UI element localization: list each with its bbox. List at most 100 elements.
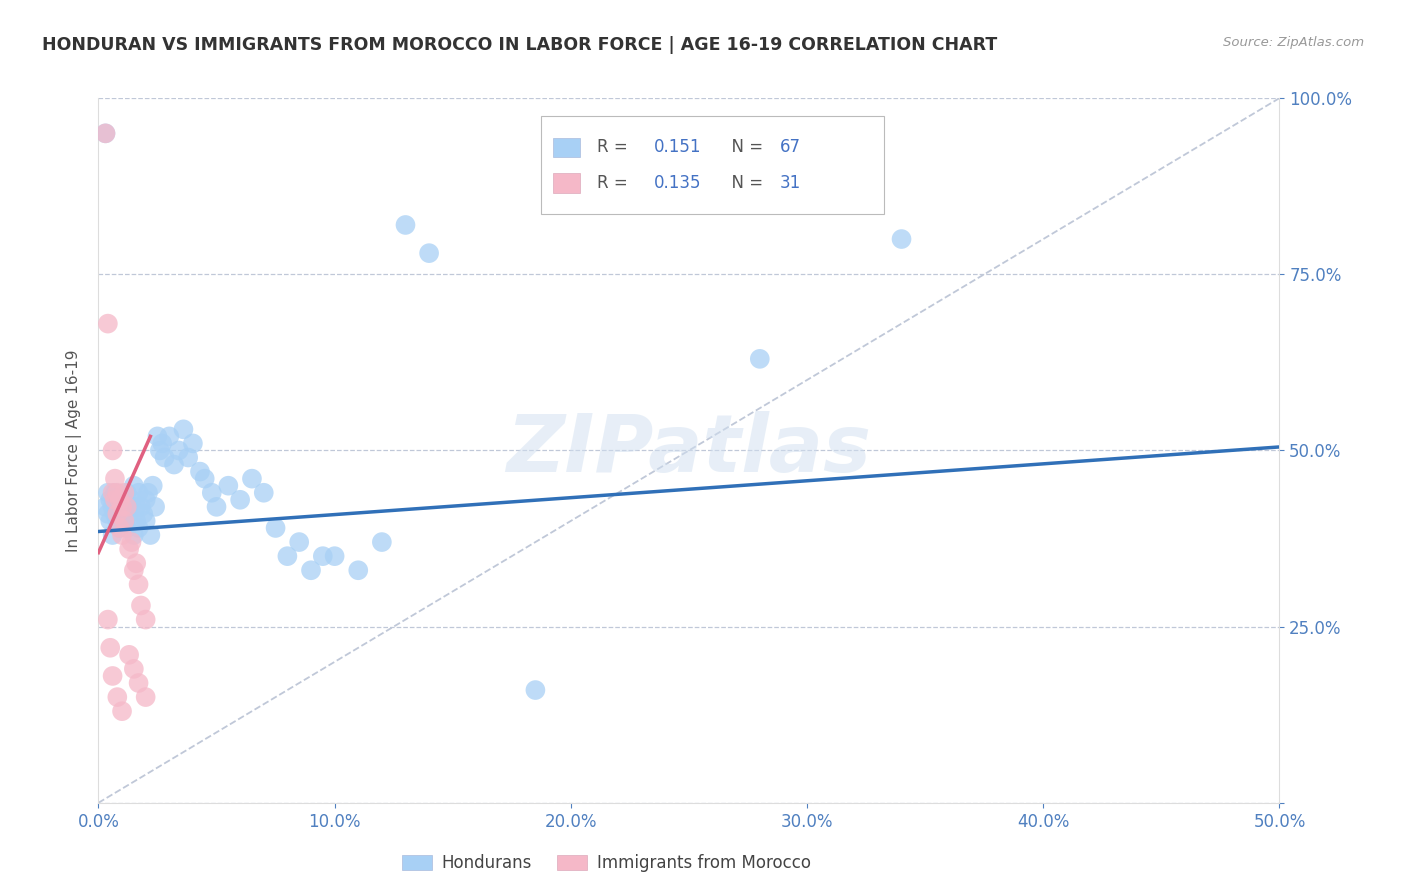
Point	[121, 535, 143, 549]
Point	[418, 246, 440, 260]
Point	[94, 500, 117, 514]
Point	[101, 528, 124, 542]
Text: 67: 67	[780, 138, 801, 156]
Point	[125, 556, 148, 570]
Point	[112, 514, 135, 528]
Point	[163, 458, 186, 472]
Text: R =: R =	[596, 138, 633, 156]
Point	[394, 218, 416, 232]
Point	[105, 485, 128, 500]
Point	[101, 485, 124, 500]
Point	[118, 507, 141, 521]
Point	[129, 500, 152, 514]
Point	[111, 507, 134, 521]
Point	[118, 542, 141, 557]
Point	[94, 127, 117, 141]
Point	[104, 485, 127, 500]
Point	[115, 485, 138, 500]
Text: R =: R =	[596, 174, 633, 192]
Point	[104, 507, 127, 521]
Point	[97, 507, 120, 521]
Point	[101, 500, 124, 514]
Point	[167, 443, 190, 458]
Point	[181, 436, 204, 450]
Point	[111, 500, 134, 514]
Point	[98, 514, 121, 528]
Point	[172, 422, 194, 436]
Point	[135, 613, 157, 627]
Point	[229, 492, 252, 507]
Point	[112, 485, 135, 500]
Point	[129, 599, 152, 613]
Point	[135, 514, 157, 528]
Point	[135, 690, 157, 705]
Y-axis label: In Labor Force | Age 16-19: In Labor Force | Age 16-19	[66, 349, 82, 552]
Text: Source: ZipAtlas.com: Source: ZipAtlas.com	[1223, 36, 1364, 49]
Point	[264, 521, 287, 535]
Point	[149, 443, 172, 458]
Point	[98, 640, 121, 655]
Point	[312, 549, 335, 564]
Point	[108, 521, 131, 535]
Point	[177, 450, 200, 465]
Point	[143, 500, 166, 514]
Point	[104, 472, 127, 486]
Point	[128, 521, 150, 535]
Point	[122, 563, 145, 577]
Text: N =: N =	[721, 138, 768, 156]
Point	[890, 232, 912, 246]
Point	[125, 514, 148, 528]
Point	[524, 683, 547, 698]
Point	[142, 478, 165, 492]
Point	[323, 549, 346, 564]
Point	[253, 485, 276, 500]
Point	[139, 528, 162, 542]
Point	[128, 676, 150, 690]
Point	[122, 528, 145, 542]
Point	[136, 485, 159, 500]
Point	[132, 507, 155, 521]
Point	[108, 492, 131, 507]
Point	[371, 535, 394, 549]
Legend: Hondurans, Immigrants from Morocco: Hondurans, Immigrants from Morocco	[395, 847, 818, 879]
Point	[205, 500, 228, 514]
Point	[288, 535, 311, 549]
Point	[128, 485, 150, 500]
Text: 0.135: 0.135	[654, 174, 702, 192]
Point	[98, 492, 121, 507]
Point	[105, 492, 128, 507]
FancyBboxPatch shape	[541, 116, 884, 214]
Point	[112, 500, 135, 514]
Point	[104, 492, 127, 507]
Point	[97, 613, 120, 627]
Point	[105, 514, 128, 528]
Point	[111, 528, 134, 542]
Point	[97, 485, 120, 500]
Point	[150, 436, 173, 450]
FancyBboxPatch shape	[553, 137, 579, 157]
Point	[276, 549, 298, 564]
Point	[121, 492, 143, 507]
Point	[347, 563, 370, 577]
Point	[111, 492, 134, 507]
Point	[122, 662, 145, 676]
Point	[135, 492, 157, 507]
Point	[101, 669, 124, 683]
Point	[194, 472, 217, 486]
Point	[115, 521, 138, 535]
Text: 31: 31	[780, 174, 801, 192]
Point	[105, 507, 128, 521]
Point	[101, 443, 124, 458]
Point	[105, 690, 128, 705]
Point	[125, 500, 148, 514]
Point	[240, 472, 263, 486]
Text: HONDURAN VS IMMIGRANTS FROM MOROCCO IN LABOR FORCE | AGE 16-19 CORRELATION CHART: HONDURAN VS IMMIGRANTS FROM MOROCCO IN L…	[42, 36, 997, 54]
Text: 0.151: 0.151	[654, 138, 702, 156]
Text: N =: N =	[721, 174, 768, 192]
Point	[201, 485, 224, 500]
Point	[97, 317, 120, 331]
Point	[128, 577, 150, 591]
Point	[299, 563, 322, 577]
Point	[94, 127, 117, 141]
Point	[122, 478, 145, 492]
